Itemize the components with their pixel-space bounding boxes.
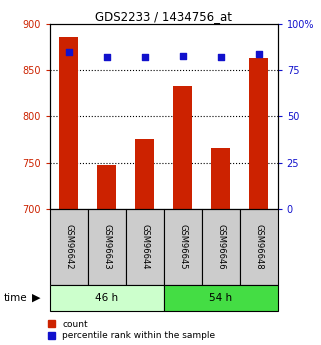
Bar: [50, 209, 88, 285]
Text: GSM96648: GSM96648: [254, 224, 263, 269]
Point: [66, 49, 71, 55]
Text: GSM96645: GSM96645: [178, 224, 187, 269]
Text: GSM96644: GSM96644: [140, 224, 149, 269]
Text: time: time: [3, 293, 27, 303]
Text: GSM96646: GSM96646: [216, 224, 225, 269]
Text: ▶: ▶: [32, 293, 40, 303]
Bar: [164, 209, 202, 285]
Bar: [126, 209, 164, 285]
Point: [104, 55, 109, 60]
Bar: [97, 165, 116, 209]
Point: [142, 55, 147, 60]
Legend: count, percentile rank within the sample: count, percentile rank within the sample: [48, 320, 215, 341]
Bar: [50, 285, 164, 310]
Point: [218, 55, 223, 60]
Text: 46 h: 46 h: [95, 293, 118, 303]
Text: GSM96642: GSM96642: [64, 224, 73, 269]
Point: [180, 53, 185, 58]
Bar: [173, 86, 192, 209]
Title: GDS2233 / 1434756_at: GDS2233 / 1434756_at: [95, 10, 232, 23]
Text: 54 h: 54 h: [209, 293, 232, 303]
Bar: [240, 209, 278, 285]
Bar: [59, 37, 78, 209]
Point: [256, 51, 261, 57]
Text: GSM96643: GSM96643: [102, 224, 111, 269]
Bar: [202, 209, 240, 285]
Bar: [135, 139, 154, 209]
Bar: [88, 209, 126, 285]
Bar: [249, 58, 268, 209]
Bar: [164, 285, 278, 310]
Bar: [211, 148, 230, 209]
